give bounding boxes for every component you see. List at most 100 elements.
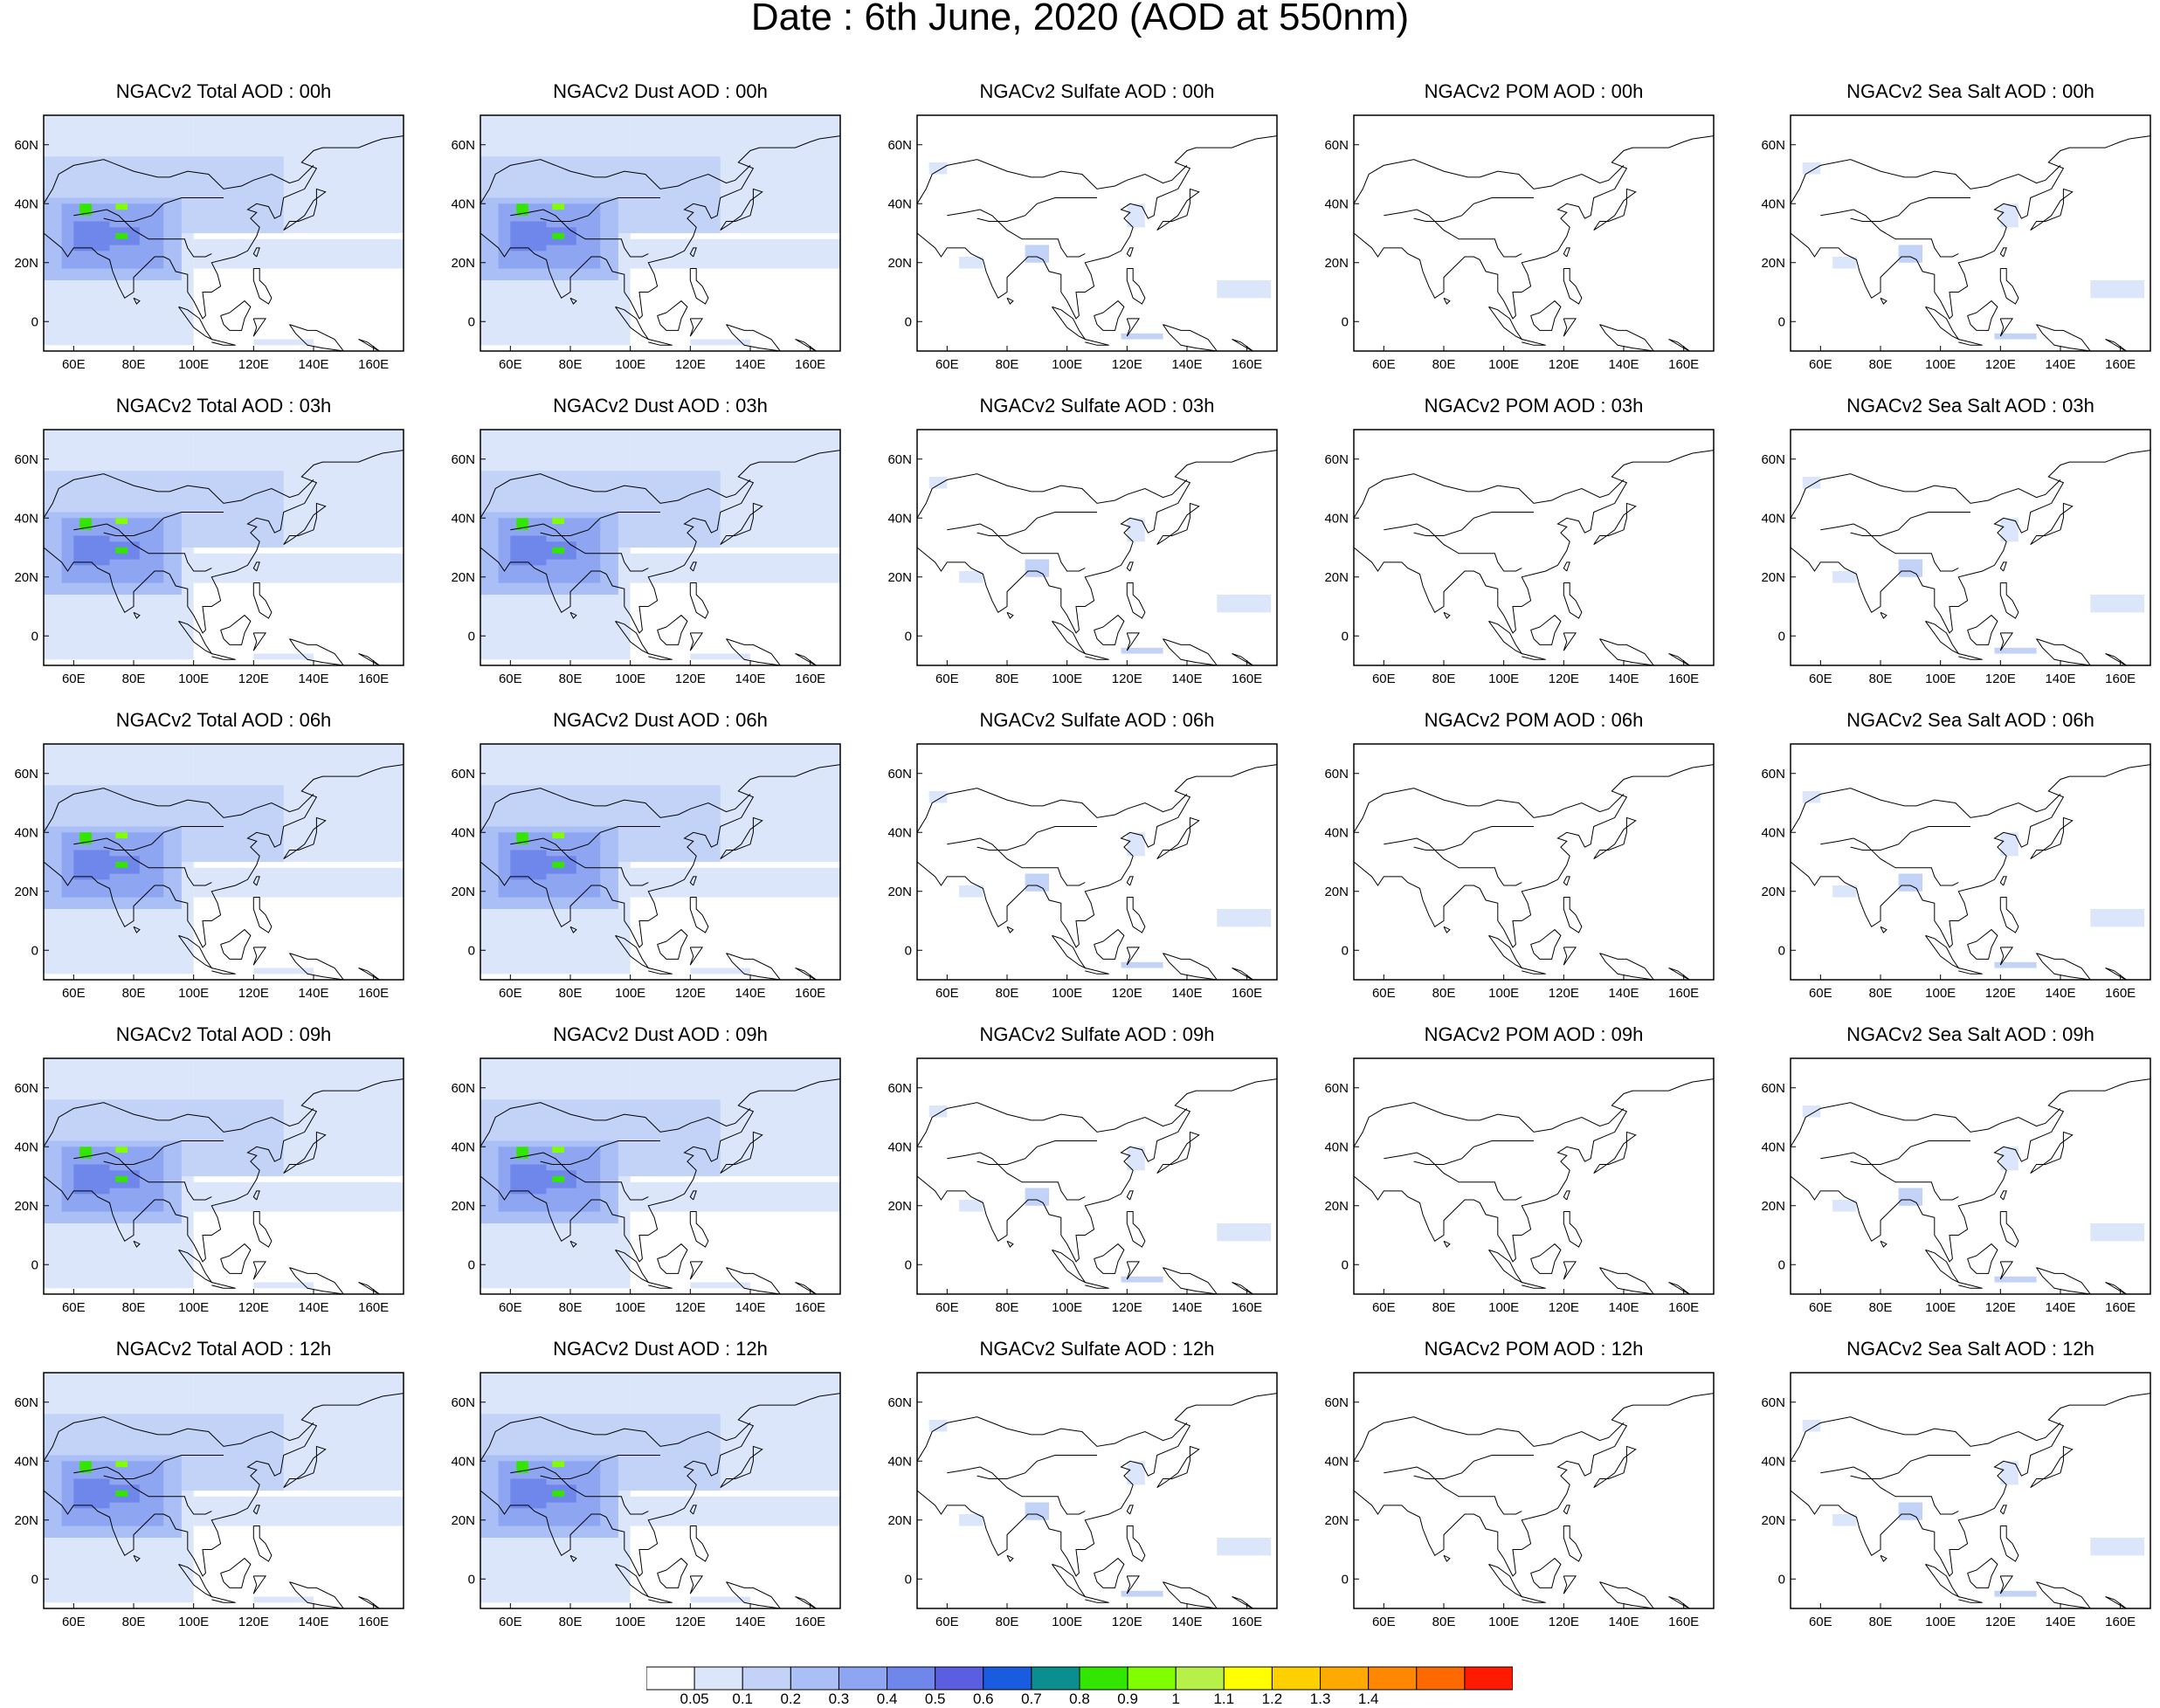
lat-tick-label: 40N (1324, 1140, 1349, 1154)
coastline (1488, 306, 1523, 341)
lon-tick-label: 80E (122, 671, 146, 686)
map-panel: NGACv2 Total AOD : 06h 60N 40N 20N 0 60E 80E 10… (9, 709, 421, 1006)
lon-tick-label: 80E (1869, 1300, 1893, 1315)
coastline (1384, 209, 1522, 258)
map-panel: NGACv2 Dust AOD : 03h 60N 40N 20N 0 60E 80E 100… (445, 395, 858, 692)
coastline (1999, 947, 2014, 966)
lon-tick-label: 80E (1432, 1615, 1456, 1629)
aod-shading (959, 885, 983, 898)
coastline (178, 934, 213, 969)
aod-shading (2090, 1223, 2145, 1242)
coastline (916, 1393, 1278, 1577)
lat-tick-label: 20N (451, 885, 475, 899)
lon-tick-label: 100E (178, 986, 209, 1001)
aod-shading (73, 850, 110, 880)
lon-tick-label: 80E (996, 986, 1019, 1001)
lon-tick-label: 100E (1052, 1615, 1082, 1629)
aod-shading (2090, 909, 2145, 927)
lat-tick-label: 0 (31, 314, 38, 329)
lat-tick-label: 20N (14, 885, 38, 899)
lat-tick-label: 40N (887, 1454, 912, 1469)
lon-tick-label: 120E (675, 986, 706, 1001)
map-frame (916, 743, 1278, 981)
lon-tick-label: 140E (2045, 1300, 2075, 1315)
lon-tick-label: 120E (1985, 986, 2016, 1001)
coastline (1563, 876, 1570, 886)
aod-shading (2090, 595, 2145, 613)
aod-shading (1994, 961, 2037, 968)
coastline (1790, 764, 2151, 948)
coastline (480, 1078, 841, 1263)
coastline (1790, 159, 2061, 204)
map-frame (916, 1057, 1278, 1295)
coastline (720, 502, 763, 546)
lat-tick-label: 20N (14, 570, 38, 585)
coastline (220, 614, 252, 645)
coastline (916, 450, 1278, 634)
aod-shading (690, 968, 750, 975)
map-plot: 60N 40N 20N 0 60E 80E 100E 120E 140E 160E (1324, 1057, 1715, 1315)
lon-tick-label: 60E (935, 1300, 959, 1315)
map-plot: 60N 40N 20N 0 60E 80E 100E 120E 140E 160E (1324, 743, 1715, 1001)
lat-tick-label: 0 (905, 314, 912, 329)
aod-shading (630, 553, 840, 583)
coastline (1156, 816, 1200, 860)
aod-shading (1832, 1514, 1857, 1526)
coastline (178, 306, 213, 341)
map-plot: 60N 40N 20N 0 60E 80E 100E 120E 140E 160E (1761, 1372, 2151, 1629)
lon-tick-label: 140E (298, 1300, 328, 1315)
lat-tick-label: 60N (1761, 1081, 1785, 1096)
coastline (976, 1455, 1097, 1479)
map-plot: 60N 40N 20N 0 60E 80E 100E 120E 140E 160E (1761, 1057, 2151, 1315)
lat-tick-label: 40N (451, 1140, 475, 1154)
lat-tick-label: 60N (14, 1081, 38, 1096)
aod-shading (690, 1282, 750, 1289)
lon-tick-label: 160E (1232, 1300, 1262, 1315)
aod-shading (1898, 559, 1923, 577)
lat-tick-label: 0 (31, 1257, 38, 1272)
coastline (657, 300, 688, 331)
lat-tick-label: 20N (451, 570, 475, 585)
aod-shading (1802, 1420, 1821, 1432)
aod-shading (1898, 1188, 1923, 1206)
lon-tick-label: 160E (795, 1300, 825, 1315)
coastline (252, 947, 267, 966)
lon-tick-label: 60E (935, 986, 959, 1001)
coastline (689, 1211, 709, 1248)
lon-tick-label: 60E (499, 986, 522, 1001)
lat-tick-label: 20N (1761, 1199, 1785, 1214)
coastline (1384, 1152, 1522, 1201)
coastline (1593, 1131, 1637, 1174)
lon-tick-label: 100E (615, 671, 645, 686)
lon-tick-label: 80E (1432, 671, 1456, 686)
lon-tick-label: 80E (1869, 671, 1893, 686)
colorbar-label: 0.7 (1021, 1691, 1042, 1707)
coastline (689, 1190, 697, 1201)
aod-shading (552, 1491, 565, 1497)
lat-tick-label: 40N (1761, 196, 1785, 211)
lon-tick-label: 160E (2105, 671, 2136, 686)
lon-tick-label: 160E (1668, 986, 1699, 1001)
coastline (1925, 306, 1960, 341)
coastline (1880, 926, 1887, 933)
lon-tick-label: 120E (675, 357, 706, 372)
coastline (1820, 837, 1959, 886)
map-frame (480, 1372, 841, 1609)
coastline (916, 1078, 1278, 1263)
aod-shading (2090, 280, 2145, 299)
lon-tick-label: 100E (1052, 1300, 1082, 1315)
lat-tick-label: 40N (1324, 196, 1349, 211)
lon-tick-label: 160E (1232, 986, 1262, 1001)
coastline (1563, 897, 1583, 933)
lon-tick-label: 100E (615, 1615, 645, 1629)
aod-shading (79, 1147, 92, 1159)
coastline (689, 1505, 697, 1515)
aod-shading (1217, 909, 1272, 927)
coastline (976, 1140, 1097, 1165)
map-panel: NGACv2 Sulfate AOD : 03h 60N 40N 20N 0 60E 80E… (882, 395, 1294, 692)
lon-tick-label: 120E (1549, 1615, 1579, 1629)
coastline (1563, 582, 1583, 619)
aod-shading (1802, 791, 1821, 803)
lat-tick-label: 0 (468, 1257, 475, 1272)
colorbar-swatch (694, 1666, 743, 1691)
